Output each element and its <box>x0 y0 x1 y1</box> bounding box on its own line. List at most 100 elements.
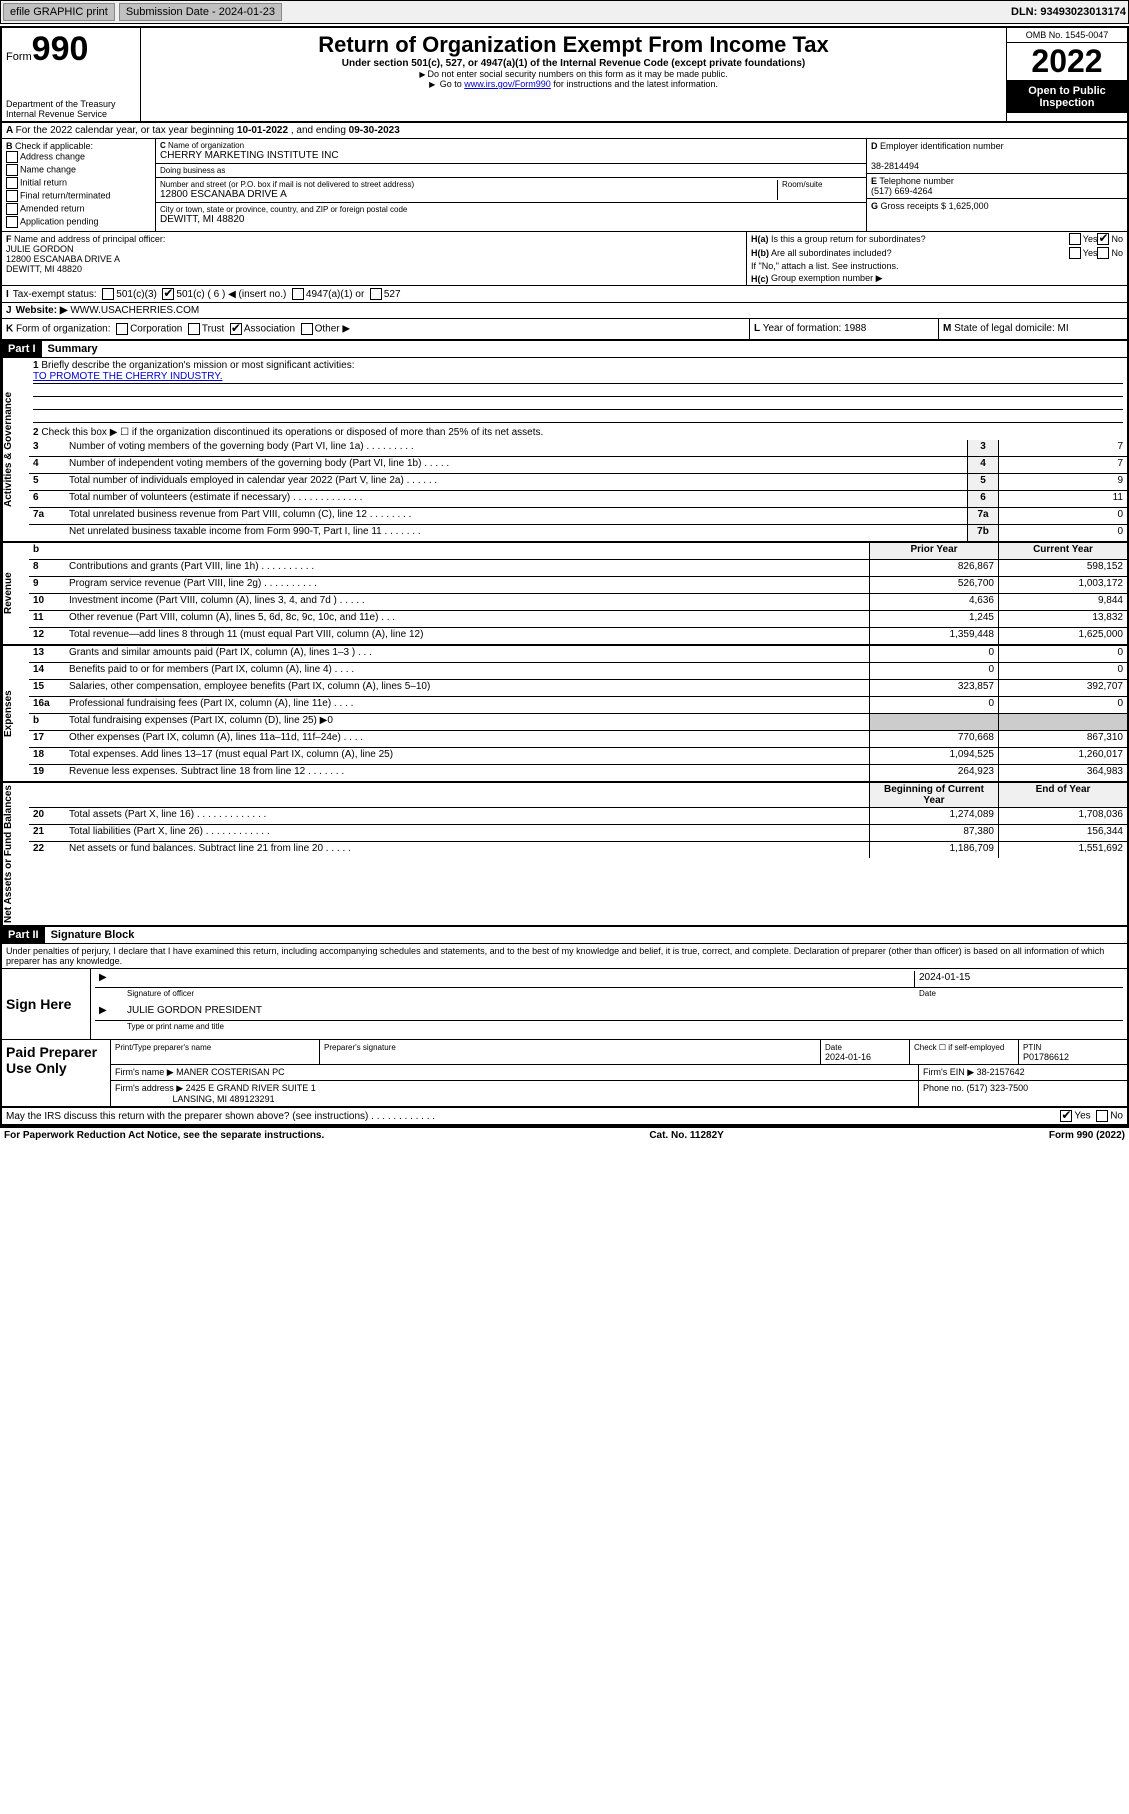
chk-501c[interactable] <box>162 288 174 300</box>
line-val: 7 <box>998 457 1127 473</box>
line-current: 9,844 <box>998 594 1127 610</box>
street-row: Number and street (or P.O. box if mail i… <box>156 178 866 203</box>
hdr-begin: Beginning of Current Year <box>869 783 998 807</box>
firm-name: MANER COSTERISAN PC <box>176 1067 285 1077</box>
part2-title: Signature Block <box>45 927 141 943</box>
line-box: 4 <box>967 457 998 473</box>
data-line: 21Total liabilities (Part X, line 26) . … <box>29 825 1127 842</box>
rev-hdr: b Prior Year Current Year <box>29 543 1127 560</box>
line-prior: 826,867 <box>869 560 998 576</box>
line-num: 15 <box>29 680 65 696</box>
line-prior: 1,094,525 <box>869 748 998 764</box>
ha-no[interactable] <box>1097 233 1109 245</box>
line2-text: Check this box ▶ ☐ if the organization d… <box>41 427 543 438</box>
line-box: 5 <box>967 474 998 490</box>
col-b: B Check if applicable: Address change Na… <box>2 139 156 231</box>
chk-name-label: Name change <box>20 164 76 174</box>
chk-final[interactable]: Final return/terminated <box>6 190 151 202</box>
firm-phone-label: Phone no. <box>923 1083 967 1093</box>
submission-button[interactable]: Submission Date - 2024-01-23 <box>119 3 282 21</box>
hb-no[interactable] <box>1097 247 1109 259</box>
line-current: 13,832 <box>998 611 1127 627</box>
form-number: 990 <box>32 30 89 68</box>
gov-section: Activities & Governance 1 Briefly descri… <box>2 358 1127 543</box>
gov-line: 3Number of voting members of the governi… <box>29 440 1127 457</box>
data-line: 8Contributions and grants (Part VIII, li… <box>29 560 1127 577</box>
ha-yes[interactable] <box>1069 233 1081 245</box>
line-num <box>29 525 65 541</box>
chk-501c3[interactable] <box>102 288 114 300</box>
net-lines: 20Total assets (Part X, line 16) . . . .… <box>29 808 1127 858</box>
line-desc: Total number of volunteers (estimate if … <box>65 491 967 507</box>
chk-assoc[interactable] <box>230 323 242 335</box>
discuss-yes[interactable] <box>1060 1110 1072 1122</box>
paid-label: Paid Preparer Use Only <box>2 1040 111 1106</box>
line-prior: 0 <box>869 646 998 662</box>
chk-4947[interactable] <box>292 288 304 300</box>
data-line: bTotal fundraising expenses (Part IX, co… <box>29 714 1127 731</box>
line-desc: Professional fundraising fees (Part IX, … <box>65 697 869 713</box>
line-val: 7 <box>998 440 1127 456</box>
officer-addr2: DEWITT, MI 48820 <box>6 264 82 274</box>
line-desc: Net unrelated business taxable income fr… <box>65 525 967 541</box>
part1-bar: Part I Summary <box>2 341 1127 358</box>
footer-mid: Cat. No. 11282Y <box>649 1130 723 1141</box>
chk-initial[interactable]: Initial return <box>6 177 151 189</box>
hc-row: H(c) Group exemption number ▶ <box>747 272 1127 285</box>
row-k-label: Form of organization: <box>16 324 111 335</box>
chk-corp[interactable] <box>116 323 128 335</box>
org-name-label: Name of organization <box>168 141 244 150</box>
chk-trust[interactable] <box>188 323 200 335</box>
block-fh: F Name and address of principal officer:… <box>2 232 1127 286</box>
form-number-block: Form990 <box>6 30 136 69</box>
net-hdr: Beginning of Current Year End of Year <box>29 783 1127 808</box>
ha-row: H(a) Is this a group return for subordin… <box>747 232 1127 246</box>
row-j: J Website: ▶ WWW.USACHERRIES.COM <box>2 303 1127 319</box>
row-m-label: State of legal domicile: <box>954 323 1057 334</box>
mission-blank3 <box>33 410 1123 423</box>
hb-yes[interactable] <box>1069 247 1081 259</box>
chk-amended[interactable]: Amended return <box>6 203 151 215</box>
footer-left: For Paperwork Reduction Act Notice, see … <box>4 1130 324 1141</box>
ein-value: 38-2814494 <box>871 161 919 171</box>
officer-name-label: Type or print name and title <box>123 1021 1123 1037</box>
firm-ein: 38-2157642 <box>977 1067 1025 1077</box>
line-prior: 1,274,089 <box>869 808 998 824</box>
discuss-no[interactable] <box>1096 1110 1108 1122</box>
line-num: 7a <box>29 508 65 524</box>
line-num: 22 <box>29 842 65 858</box>
data-line: 22Net assets or fund balances. Subtract … <box>29 842 1127 858</box>
efile-button[interactable]: efile GRAPHIC print <box>3 3 115 21</box>
street-label: Number and street (or P.O. box if mail i… <box>160 180 777 189</box>
chk-other[interactable] <box>301 323 313 335</box>
form-title: Return of Organization Exempt From Incom… <box>147 32 1000 58</box>
chk-address[interactable]: Address change <box>6 151 151 163</box>
line-val: 0 <box>998 508 1127 524</box>
row-j-lead: J <box>6 305 12 316</box>
chk-527[interactable] <box>370 288 382 300</box>
row-klm: K Form of organization: Corporation Trus… <box>2 319 1127 341</box>
rev-lines: 8Contributions and grants (Part VIII, li… <box>29 560 1127 644</box>
gov-label: Activities & Governance <box>2 358 29 541</box>
ha-label: Is this a group return for subordinates? <box>771 234 926 244</box>
exp-section: Expenses 13Grants and similar amounts pa… <box>2 646 1127 783</box>
discuss-row: May the IRS discuss this return with the… <box>2 1108 1127 1126</box>
net-label: Net Assets or Fund Balances <box>2 783 29 925</box>
tel-row: E Telephone number (517) 669-4264 <box>867 174 1127 199</box>
chk-final-label: Final return/terminated <box>20 190 111 200</box>
footer-right: Form 990 (2022) <box>1049 1130 1125 1141</box>
chk-pending[interactable]: Application pending <box>6 216 151 228</box>
opt-corp: Corporation <box>130 324 182 335</box>
year-begin: 10-01-2022 <box>237 125 288 136</box>
line-current: 392,707 <box>998 680 1127 696</box>
website-value: WWW.USACHERRIES.COM <box>70 305 199 316</box>
exp-label: Expenses <box>2 646 29 781</box>
line-current: 867,310 <box>998 731 1127 747</box>
prep-sig-label: Preparer's signature <box>324 1043 396 1052</box>
line-box: 7a <box>967 508 998 524</box>
irs-link[interactable]: www.irs.gov/Form990 <box>464 79 551 89</box>
header-right: OMB No. 1545-0047 2022 Open to Public In… <box>1006 28 1127 121</box>
gov-lines: 3Number of voting members of the governi… <box>29 440 1127 541</box>
opt-trust: Trust <box>202 324 224 335</box>
chk-name[interactable]: Name change <box>6 164 151 176</box>
